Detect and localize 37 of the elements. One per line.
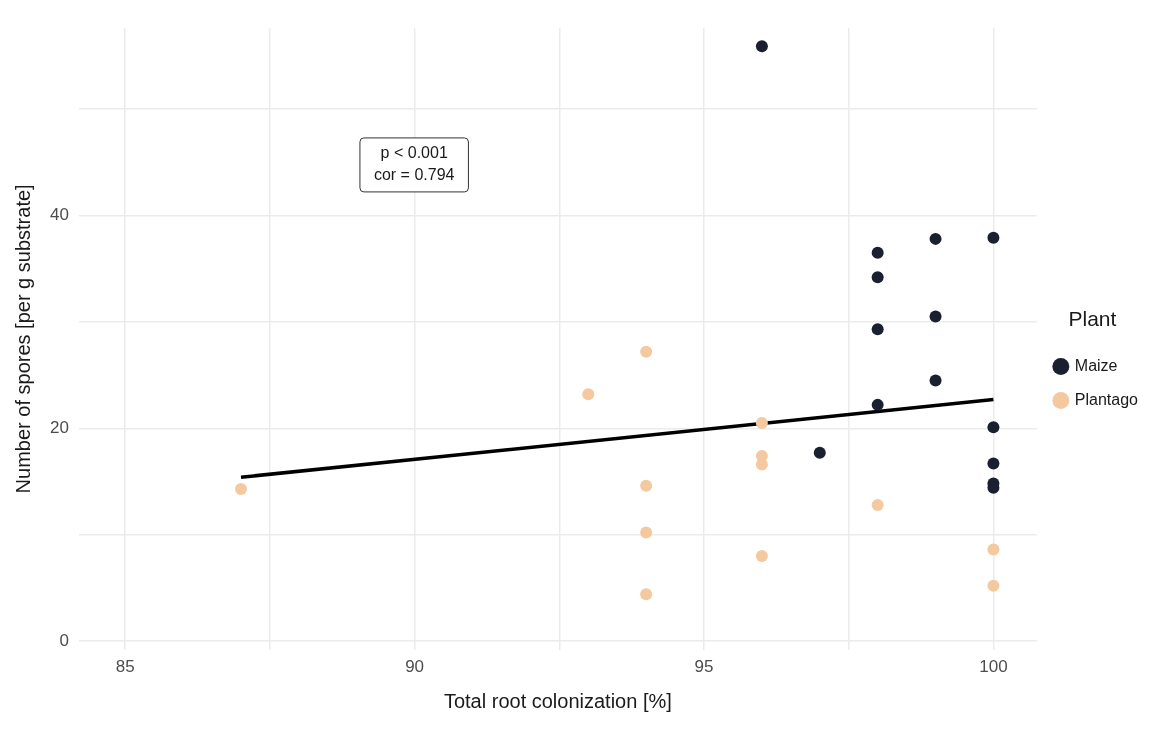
x-tick-label: 85 — [115, 657, 135, 677]
point — [813, 446, 826, 459]
legend-label: Maize — [1074, 357, 1118, 375]
y-tick-label: 40 — [49, 205, 69, 225]
point — [871, 498, 884, 511]
point — [582, 388, 595, 401]
legend-title: Plant — [1068, 306, 1117, 330]
point — [929, 232, 942, 245]
y-tick-label: 20 — [49, 417, 69, 437]
y-axis-title: Number of spores [per g substrate] — [11, 184, 34, 494]
x-tick-label: 95 — [694, 657, 714, 677]
point — [987, 579, 1000, 592]
y-tick-label: 0 — [59, 630, 69, 650]
annotation: p < 0.001 — [380, 144, 448, 162]
point — [640, 526, 653, 539]
point — [987, 457, 1000, 470]
point — [640, 588, 653, 601]
point — [234, 482, 247, 495]
point — [755, 549, 768, 562]
point — [987, 231, 1000, 244]
x-tick-label: 100 — [979, 657, 1008, 677]
point — [871, 398, 884, 411]
x-tick-label: 90 — [405, 657, 425, 677]
annotation: cor = 0.794 — [373, 166, 455, 184]
point — [987, 421, 1000, 434]
point — [755, 416, 768, 429]
point — [871, 323, 884, 336]
point — [640, 345, 653, 358]
point — [640, 479, 653, 492]
point — [987, 543, 1000, 556]
legend-label: Plantago — [1074, 391, 1139, 409]
point — [929, 310, 942, 323]
x-axis-title: Total root colonization [%] — [443, 689, 672, 712]
point — [929, 374, 942, 387]
point — [871, 246, 884, 259]
point — [871, 271, 884, 284]
point — [755, 40, 768, 53]
